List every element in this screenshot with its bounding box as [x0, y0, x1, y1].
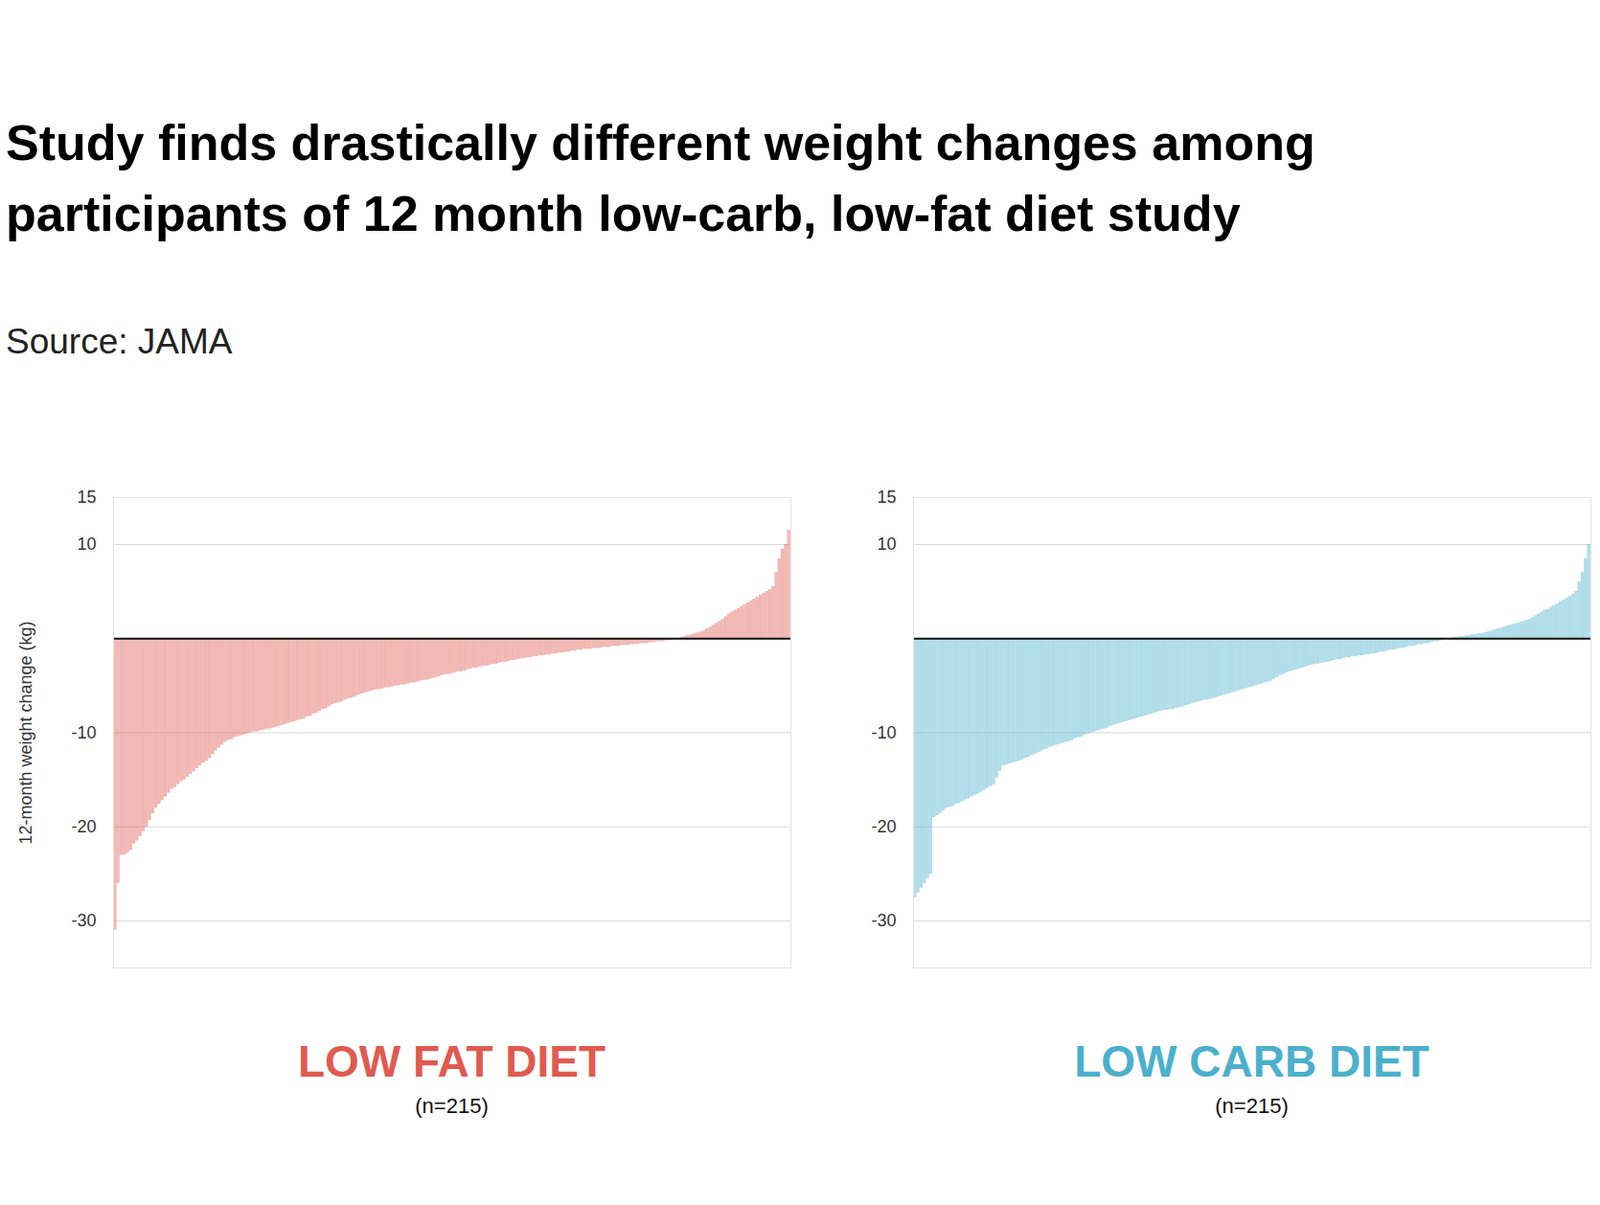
svg-text:-30: -30 [70, 911, 96, 931]
svg-text:-20: -20 [70, 817, 96, 837]
svg-text:-10: -10 [870, 723, 896, 743]
html-text:Study finds drastically differ: Study finds drastically different weight… [5, 114, 1316, 242]
svg-text:10: 10 [76, 534, 96, 554]
svg-text:-30: -30 [870, 911, 896, 931]
svg-text:-20: -20 [870, 817, 896, 837]
html-text:LOW FAT DIET: LOW FAT DIET [297, 1036, 606, 1087]
svg-text:12-month weight change (kg): 12-month weight change (kg) [16, 620, 36, 845]
html-text:Source: JAMA: Source: JAMA [5, 321, 233, 362]
svg-text:-10: -10 [70, 723, 96, 743]
html-text:LOW CARB DIET: LOW CARB DIET [1074, 1036, 1430, 1087]
html-text:(n=215): (n=215) [415, 1094, 489, 1119]
svg-text:15: 15 [876, 487, 896, 507]
svg-text:10: 10 [876, 534, 896, 554]
html-text:(n=215): (n=215) [1215, 1094, 1289, 1119]
svg-text:15: 15 [76, 487, 96, 507]
